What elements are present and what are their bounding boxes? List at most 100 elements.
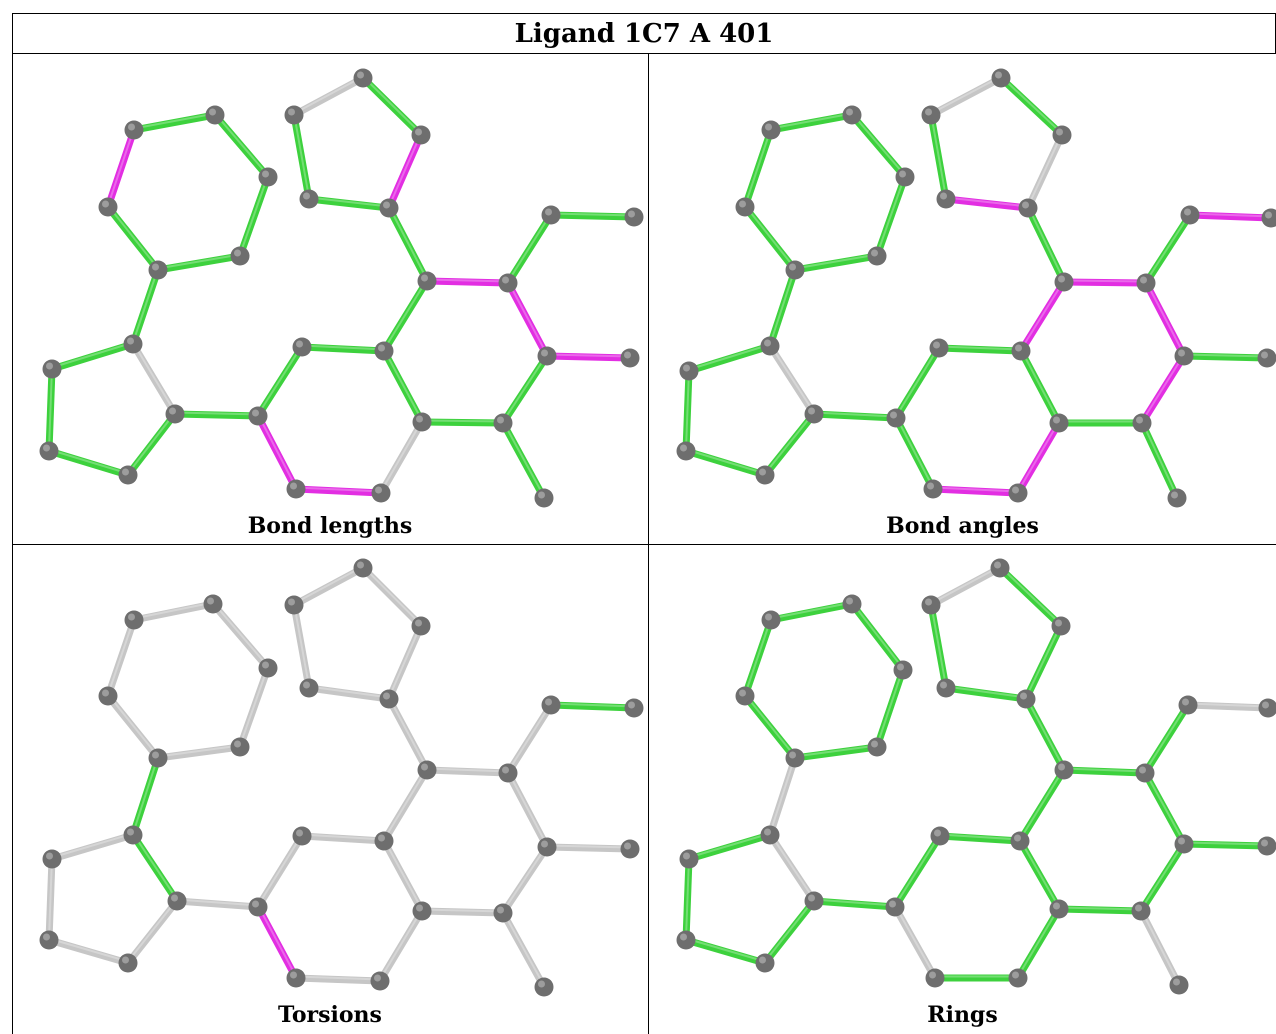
bond-gray	[359, 564, 425, 630]
atom	[1049, 413, 1069, 433]
atom	[537, 346, 557, 366]
bond-gray	[292, 974, 384, 985]
bond-green	[1180, 352, 1271, 362]
bond-green	[761, 897, 818, 967]
atom	[98, 686, 118, 706]
atom	[1180, 205, 1200, 225]
bond-green	[547, 701, 638, 712]
bond-green	[685, 831, 774, 863]
bond-gray	[418, 907, 507, 917]
atom	[124, 610, 144, 630]
atom	[123, 334, 143, 354]
atom	[1008, 483, 1028, 503]
bond-green	[48, 340, 137, 373]
atom	[1132, 413, 1152, 433]
atom	[1136, 273, 1156, 293]
atom	[148, 260, 168, 280]
atom	[936, 189, 956, 209]
bond-gray	[1024, 131, 1066, 212]
bond-green	[254, 343, 306, 420]
atom	[1167, 488, 1187, 508]
atom	[1258, 698, 1276, 718]
atom	[493, 413, 513, 433]
atom	[371, 483, 391, 503]
bond-gray	[290, 564, 367, 609]
bond-green	[935, 344, 1025, 355]
bond-gray	[236, 664, 272, 751]
atom	[284, 595, 304, 615]
page-title: Ligand 1C7 A 401	[514, 19, 774, 49]
atom	[534, 488, 554, 508]
atom	[1135, 763, 1155, 783]
panel-label-rings: Rings	[927, 1002, 998, 1028]
atom	[42, 849, 62, 869]
atom	[167, 891, 187, 911]
bond-green	[767, 600, 856, 624]
bond-green	[685, 342, 774, 375]
bond-green	[791, 252, 881, 274]
atom	[1016, 689, 1036, 709]
bond-green	[236, 173, 272, 260]
bond-gray	[499, 843, 551, 917]
bond-gray	[385, 622, 425, 703]
atom	[148, 748, 168, 768]
bond-green	[682, 447, 769, 479]
atom	[1010, 831, 1030, 851]
atom	[498, 763, 518, 783]
atom	[991, 68, 1011, 88]
atom	[230, 737, 250, 757]
bond-green	[1016, 837, 1063, 913]
bond-gray	[290, 74, 367, 119]
atom	[1174, 834, 1194, 854]
atom	[804, 891, 824, 911]
atom	[624, 207, 644, 227]
atom	[1054, 272, 1074, 292]
atom	[118, 953, 138, 973]
atom	[1261, 208, 1276, 228]
atom	[867, 246, 887, 266]
bond-magenta	[942, 195, 1032, 212]
bond-green	[761, 410, 818, 479]
panel-bond-angles: Bond angles	[649, 53, 1276, 544]
atom	[842, 594, 862, 614]
bond-green	[380, 347, 426, 426]
bond-green	[873, 173, 909, 260]
atom	[498, 273, 518, 293]
atom	[205, 105, 225, 125]
bond-green	[305, 195, 393, 212]
atom	[885, 897, 905, 917]
bond-green	[1024, 204, 1068, 286]
atom	[417, 760, 437, 780]
bond-green	[1138, 419, 1181, 502]
atom	[1011, 341, 1031, 361]
bond-gray	[377, 418, 426, 497]
atom	[679, 361, 699, 381]
atom	[925, 968, 945, 988]
atom	[39, 930, 59, 950]
bond-green	[741, 692, 799, 762]
bond-magenta	[504, 279, 551, 360]
atom	[930, 826, 950, 846]
atom	[370, 971, 390, 991]
bond-magenta	[1186, 211, 1275, 222]
atom	[735, 686, 755, 706]
bond-gray	[1137, 907, 1183, 989]
atom	[292, 337, 312, 357]
atom	[284, 105, 304, 125]
bond-gray	[305, 684, 393, 703]
bond-green	[1137, 840, 1188, 915]
bond-gray	[927, 74, 1005, 119]
atom	[248, 897, 268, 917]
bond-magenta	[292, 485, 385, 497]
bond-green	[418, 418, 507, 427]
bond-green	[1016, 766, 1068, 845]
atom	[123, 825, 143, 845]
atom	[676, 930, 696, 950]
atom	[990, 558, 1010, 578]
bond-gray	[499, 909, 548, 991]
atom	[353, 558, 373, 578]
bond-green	[124, 410, 179, 479]
bond-gray	[504, 769, 551, 851]
atom	[353, 68, 373, 88]
atoms	[39, 68, 644, 508]
